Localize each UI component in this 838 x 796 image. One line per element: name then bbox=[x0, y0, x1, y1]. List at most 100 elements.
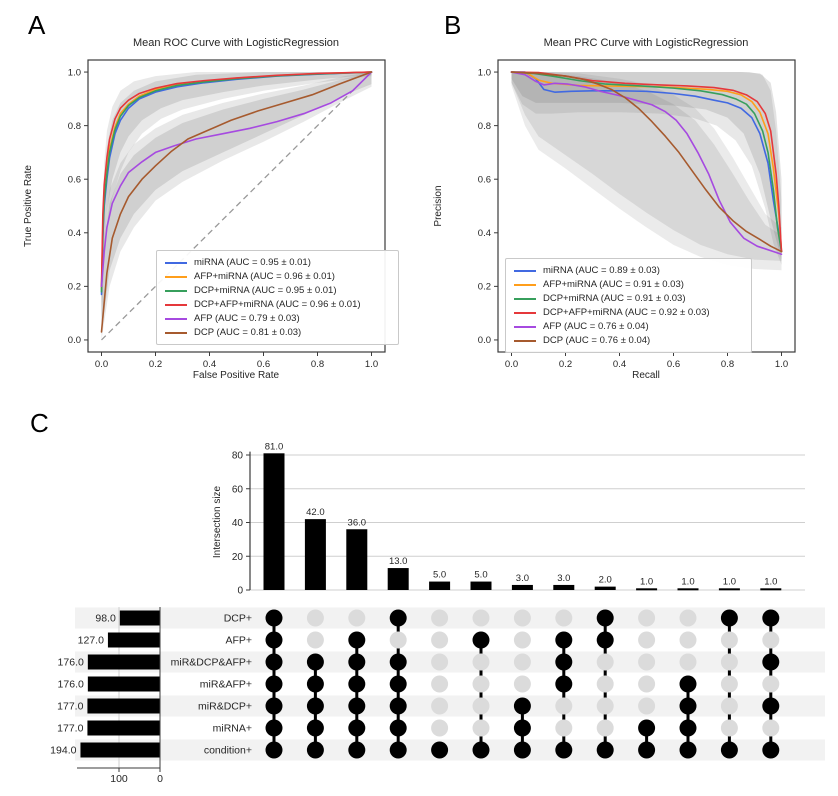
matrix-dot-member bbox=[472, 741, 490, 759]
x-tick-label: 0.2 bbox=[559, 359, 572, 370]
legend-entry-AFP+miRNA: AFP+miRNA (AUC = 0.91 ± 0.03) bbox=[514, 279, 742, 290]
matrix-dot-empty bbox=[720, 653, 738, 671]
setsize-value: 177.0 bbox=[57, 701, 83, 713]
matrix-dot-member bbox=[679, 697, 697, 715]
legend-line-swatch bbox=[165, 275, 187, 278]
y-tick-label: 0.0 bbox=[68, 335, 81, 346]
setsize-tick-label: 0 bbox=[157, 773, 163, 785]
x-tick-label: 0.6 bbox=[257, 359, 270, 370]
matrix-dot-member bbox=[389, 653, 407, 671]
legend-label: DCP (AUC = 0.76 ± 0.04) bbox=[543, 335, 651, 346]
matrix-dot-member bbox=[389, 697, 407, 715]
legend-entry-DCP+miRNA: DCP+miRNA (AUC = 0.91 ± 0.03) bbox=[514, 293, 742, 304]
curve-DCP+miRNA bbox=[510, 71, 783, 253]
matrix-dot-empty bbox=[638, 675, 656, 693]
matrix-dot-empty bbox=[555, 697, 573, 715]
matrix-dot-member bbox=[265, 675, 283, 693]
legend-line-swatch bbox=[514, 339, 536, 342]
matrix-dot-empty bbox=[720, 631, 738, 649]
intersection-bar bbox=[511, 584, 533, 590]
curve-DCP+AFP+miRNA bbox=[100, 71, 373, 288]
row-band bbox=[75, 695, 825, 717]
set-name-label: condition+ bbox=[204, 745, 252, 757]
panel-a-letter: A bbox=[28, 10, 46, 40]
y-tick-label: 0.4 bbox=[478, 228, 491, 239]
intersection-bar bbox=[594, 586, 616, 590]
setsize-tick-label: 100 bbox=[110, 773, 128, 785]
matrix-dot-member bbox=[638, 741, 656, 759]
matrix-dot-empty bbox=[762, 631, 780, 649]
matrix-dot-empty bbox=[472, 719, 490, 737]
matrix-dot-member bbox=[555, 741, 573, 759]
matrix-dot-empty bbox=[720, 719, 738, 737]
matrix-dot-empty bbox=[762, 719, 780, 737]
legend-entry-miRNA: miRNA (AUC = 0.89 ± 0.03) bbox=[514, 265, 742, 276]
setsize-bar bbox=[80, 742, 160, 758]
matrix-dot-empty bbox=[513, 631, 531, 649]
intersection-bar bbox=[263, 453, 285, 590]
setsize-bar bbox=[87, 720, 160, 736]
x-tick-label: 0.4 bbox=[613, 359, 626, 370]
matrix-dot-empty bbox=[472, 653, 490, 671]
roc-ylabel: True Positive Rate bbox=[23, 165, 34, 247]
matrix-dot-empty bbox=[306, 609, 324, 627]
setsize-value: 176.0 bbox=[58, 679, 84, 691]
matrix-dot-member bbox=[472, 631, 490, 649]
legend-line-swatch bbox=[514, 325, 536, 328]
panel-b-letter: B bbox=[444, 10, 462, 40]
set-name-label: miRNA+ bbox=[213, 723, 252, 735]
x-tick-label: 1.0 bbox=[365, 359, 378, 370]
intersection-bar-value: 1.0 bbox=[764, 576, 777, 587]
curve-AFP bbox=[100, 71, 373, 288]
matrix-dot-member bbox=[306, 697, 324, 715]
legend-line-swatch bbox=[514, 269, 536, 272]
matrix-dot-empty bbox=[596, 653, 614, 671]
matrix-dot-member bbox=[762, 653, 780, 671]
legend-line-swatch bbox=[514, 311, 536, 314]
intersection-bar-value: 81.0 bbox=[265, 441, 284, 452]
x-tick-label: 0.0 bbox=[505, 359, 518, 370]
legend-label: AFP (AUC = 0.79 ± 0.03) bbox=[194, 313, 300, 324]
y-tick-label: 1.0 bbox=[478, 67, 491, 78]
curve-DCP bbox=[100, 71, 373, 333]
matrix-dot-member bbox=[265, 697, 283, 715]
upset-intersection-size-label: Intersection size bbox=[212, 485, 223, 558]
matrix-dot-empty bbox=[596, 697, 614, 715]
intersection-bar bbox=[387, 568, 409, 590]
matrix-dot-empty bbox=[638, 609, 656, 627]
y-tick-label: 0.0 bbox=[478, 335, 491, 346]
x-tick-label: 0.2 bbox=[149, 359, 162, 370]
intersection-tick-label: 40 bbox=[232, 518, 244, 529]
legend-label: DCP+miRNA (AUC = 0.95 ± 0.01) bbox=[194, 285, 337, 296]
matrix-dot-empty bbox=[431, 631, 449, 649]
legend-entry-AFP: AFP (AUC = 0.79 ± 0.03) bbox=[165, 313, 389, 324]
setsize-bar bbox=[119, 610, 160, 626]
x-tick-label: 0.8 bbox=[721, 359, 734, 370]
panel-c-letter: C bbox=[30, 408, 49, 438]
matrix-dot-member bbox=[720, 609, 738, 627]
x-tick-label: 0.8 bbox=[311, 359, 324, 370]
set-name-label: DCP+ bbox=[224, 613, 252, 625]
plot-border bbox=[87, 59, 386, 353]
matrix-dot-empty bbox=[638, 631, 656, 649]
matrix-dot-empty bbox=[638, 697, 656, 715]
matrix-dot-member bbox=[306, 675, 324, 693]
matrix-dot-empty bbox=[513, 653, 531, 671]
legend-label: miRNA (AUC = 0.89 ± 0.03) bbox=[543, 265, 660, 276]
matrix-dot-member bbox=[348, 719, 366, 737]
intersection-bar bbox=[553, 584, 575, 590]
intersection-tick-label: 60 bbox=[232, 484, 244, 495]
setsize-bar bbox=[87, 654, 160, 670]
matrix-dot-member bbox=[596, 741, 614, 759]
upset-chart: 0 20 40 60 80 81.0 42.0 36.0 13.0 5.0 5.0 3.0 3.0 2.0… bbox=[50, 441, 825, 785]
matrix-dot-empty bbox=[762, 675, 780, 693]
intersection-bar bbox=[718, 588, 740, 591]
matrix-dot-member bbox=[513, 719, 531, 737]
legend-line-swatch bbox=[514, 297, 536, 300]
setsize-bar bbox=[87, 698, 160, 714]
matrix-dot-member bbox=[306, 741, 324, 759]
intersection-bar-value: 42.0 bbox=[306, 507, 325, 518]
matrix-dot-member bbox=[348, 675, 366, 693]
y-tick-label: 0.6 bbox=[478, 175, 491, 186]
intersection-bar-value: 1.0 bbox=[723, 576, 736, 587]
